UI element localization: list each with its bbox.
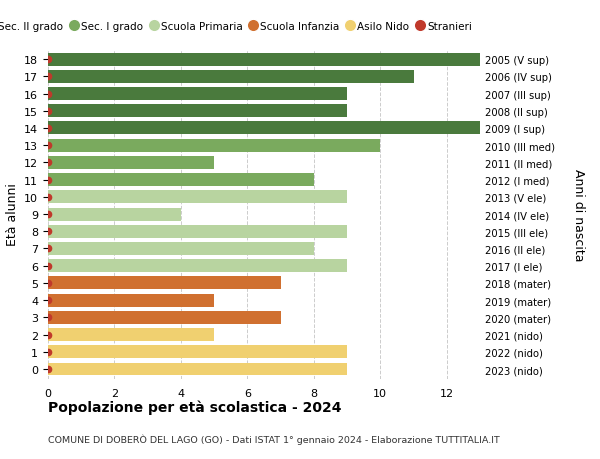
Bar [48,311,281,324]
Bar [48,260,347,273]
Bar [48,329,214,341]
Bar [48,346,347,358]
Bar [48,242,314,255]
Bar [48,174,314,187]
Bar [48,71,413,84]
Bar [48,122,480,135]
Y-axis label: Anni di nascita: Anni di nascita [572,168,584,261]
Bar [48,208,181,221]
Bar [48,140,380,152]
Bar [48,363,347,375]
Text: COMUNE DI DOBERÒ DEL LAGO (GO) - Dati ISTAT 1° gennaio 2024 - Elaborazione TUTTI: COMUNE DI DOBERÒ DEL LAGO (GO) - Dati IS… [48,434,500,444]
Bar [48,294,214,307]
Bar [48,54,480,67]
Bar [48,277,281,290]
Bar [48,191,347,204]
Bar [48,157,214,169]
Bar [48,225,347,238]
Bar [48,105,347,118]
Text: Popolazione per età scolastica - 2024: Popolazione per età scolastica - 2024 [48,399,341,414]
Legend: Sec. II grado, Sec. I grado, Scuola Primaria, Scuola Infanzia, Asilo Nido, Stran: Sec. II grado, Sec. I grado, Scuola Prim… [0,18,476,36]
Y-axis label: Età alunni: Età alunni [5,183,19,246]
Bar [48,88,347,101]
